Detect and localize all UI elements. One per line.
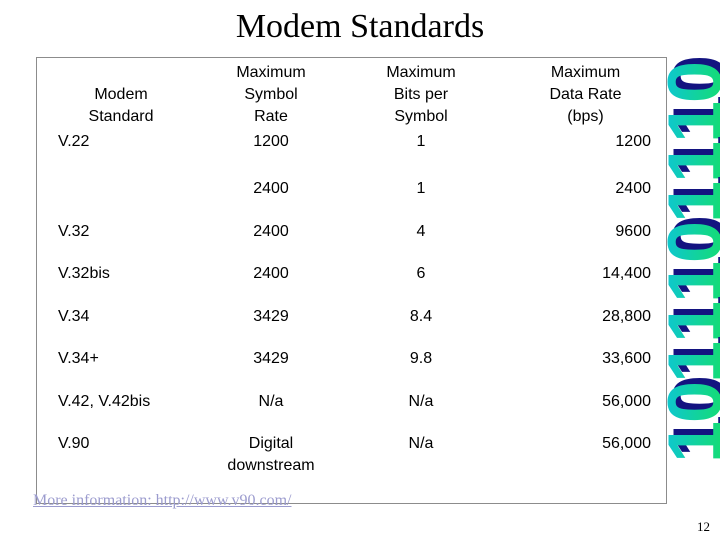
svg-text:1: 1 xyxy=(658,175,720,217)
svg-text:1: 1 xyxy=(658,135,720,177)
cell-bits-per-symbol: 8.4 xyxy=(409,307,433,325)
cell-data-rate: 56,000 xyxy=(602,392,651,410)
header-max-data-rate: Maximum Data Rate (bps) xyxy=(549,64,622,125)
svg-text:0: 0 xyxy=(658,215,720,257)
cell-standard: V.34+ xyxy=(58,350,99,367)
cell-data-rate: 33,600 xyxy=(602,350,651,367)
cell-symbol-rate: 3429 xyxy=(253,307,289,325)
page-number: 12 xyxy=(697,519,710,534)
svg-text:0: 0 xyxy=(658,375,720,417)
cell-standard: V.32 xyxy=(58,222,90,240)
cell-bits-per-symbol: 9.8 xyxy=(409,350,433,367)
cell-bits-per-symbol: 4 xyxy=(416,222,426,240)
cell-standard: V.42, V.42bis xyxy=(58,392,151,410)
header-max-bits-per-symbol: Maximum Bits per Symbol xyxy=(386,64,456,125)
svg-text:0: 0 xyxy=(658,55,720,97)
header-modem-standard: Modem Standard xyxy=(88,86,154,125)
cell-symbol-rate: 1200 xyxy=(253,133,289,150)
cell-data-rate: 28,800 xyxy=(602,307,651,325)
cell-data-rate: 9600 xyxy=(615,222,651,240)
cell-bits-per-symbol: 1 xyxy=(416,133,426,150)
cell-bits-per-symbol: N/a xyxy=(408,392,434,410)
cell-data-rate: 14,400 xyxy=(602,265,651,282)
cell-symbol-rate: 2400 xyxy=(253,180,289,197)
cell-symbol-rate: 2400 xyxy=(253,265,289,282)
header-max-symbol-rate: Maximum Symbol Rate xyxy=(236,64,306,125)
page-title: Modem Standards xyxy=(235,8,485,45)
cell-data-rate: 56,000 xyxy=(602,435,651,452)
cell-standard: V.22 xyxy=(58,133,90,150)
cell-standard: V.34 xyxy=(58,307,90,325)
cell-bits-per-symbol: N/a xyxy=(408,435,434,452)
cell-standard xyxy=(37,175,205,218)
cell-symbol-rate: 3429 xyxy=(253,350,289,367)
cell-standard: V.90 xyxy=(58,435,90,452)
cell-symbol-rate: 2400 xyxy=(253,222,289,240)
modem-standards-table: Modem Standard Maximum Symbol Rate Maxim… xyxy=(36,57,667,504)
svg-text:1: 1 xyxy=(658,255,720,297)
cell-symbol-rate: N/a xyxy=(258,392,284,410)
cell-data-rate: 1200 xyxy=(615,133,651,150)
svg-text:1: 1 xyxy=(658,415,720,457)
more-info-link[interactable]: More information: http://www.v90.com/ xyxy=(33,492,292,509)
svg-text:1: 1 xyxy=(658,335,720,377)
svg-text:1: 1 xyxy=(658,295,720,337)
cell-bits-per-symbol: 6 xyxy=(416,265,426,282)
binary-digits-decoration: 00111111001111110011 xyxy=(653,55,720,463)
cell-data-rate: 2400 xyxy=(615,180,651,197)
svg-text:1: 1 xyxy=(658,95,720,137)
cell-symbol-rate: Digital downstream xyxy=(227,435,315,474)
cell-standard: V.32bis xyxy=(58,265,110,282)
cell-bits-per-symbol: 1 xyxy=(416,180,426,197)
